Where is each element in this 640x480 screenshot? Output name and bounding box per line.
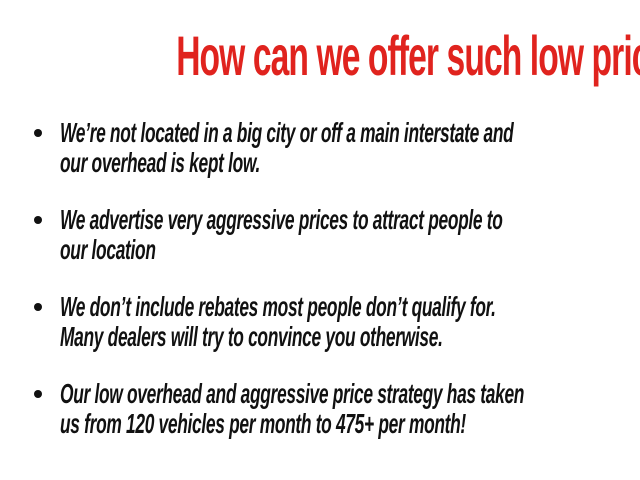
- bullet-dot-icon: [34, 129, 42, 137]
- bullet-line: We advertise very aggressive prices to a…: [60, 204, 503, 235]
- bullet-line: our overhead is kept low.: [60, 147, 260, 178]
- bullet-item-2: We advertise very aggressive prices to a…: [34, 205, 640, 265]
- bullet-text: We don’t include rebates most people don…: [60, 292, 496, 352]
- bullet-dot-icon: [34, 216, 42, 224]
- bullet-line: Many dealers will try to convince you ot…: [60, 321, 443, 352]
- slide-title-text: How can we offer such low prices?: [176, 24, 640, 87]
- bullet-text: We’re not located in a big city or off a…: [60, 117, 514, 178]
- bullet-dot-icon: [34, 303, 42, 311]
- bullet-dot-icon: [34, 390, 42, 398]
- bullet-line: us from 120 vehicles per month to 475+ p…: [60, 408, 466, 439]
- bullet-item-4: Our low overhead and aggressive price st…: [34, 379, 640, 439]
- bullet-item-1: We’re not located in a big city or off a…: [34, 118, 640, 178]
- bullet-item-3: We don’t include rebates most people don…: [34, 292, 640, 352]
- bullet-list: We’re not located in a big city or off a…: [34, 118, 640, 466]
- slide-title: How can we offer such low prices?: [0, 26, 640, 86]
- bullet-text: Our low overhead and aggressive price st…: [60, 379, 524, 439]
- bullet-line: We’re not located in a big city or off a…: [60, 117, 514, 148]
- bullet-line: Our low overhead and aggressive price st…: [60, 378, 525, 409]
- bullet-line: our location: [60, 234, 156, 265]
- bullet-text: We advertise very aggressive prices to a…: [60, 205, 503, 265]
- bullet-line: We don’t include rebates most people don…: [60, 291, 496, 322]
